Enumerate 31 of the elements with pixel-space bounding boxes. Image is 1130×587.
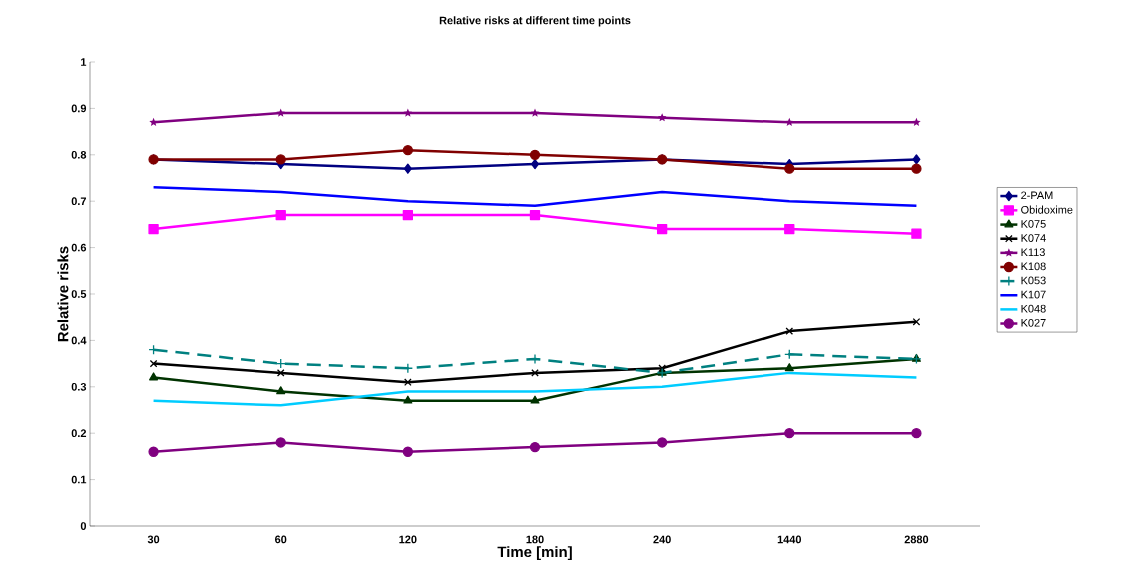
legend-label: K075 [1021, 220, 1046, 228]
legend-label: 2-PAM [1021, 191, 1053, 200]
y-tick-label: 0.7 [71, 197, 86, 206]
legend-label: K048 [1021, 304, 1046, 313]
y-tick-label: 0.9 [71, 104, 87, 113]
legend-label: Obidoxime [1021, 205, 1073, 214]
x-tick-label: 180 [526, 535, 544, 544]
legend-label: K108 [1021, 262, 1046, 271]
legend-label: K107 [1021, 290, 1046, 299]
y-tick-label: 0.3 [71, 382, 87, 391]
y-tick-label: 0 [80, 522, 87, 530]
legend-label: K074 [1021, 234, 1046, 242]
y-tick-label: 0.8 [71, 150, 87, 159]
y-tick-label: 1 [81, 58, 87, 66]
y-tick-label: 0.6 [71, 243, 87, 252]
x-tick-label: 60 [275, 535, 287, 544]
chart-title: Relative risks at different time points [439, 16, 631, 27]
y-tick-label: 0.1 [71, 475, 87, 484]
legend-label: K113 [1021, 248, 1045, 257]
y-tick-label: 0.4 [71, 336, 87, 345]
legend-label: K053 [1021, 276, 1046, 285]
y-tick-label: 0.2 [71, 429, 87, 438]
x-tick-label: 2880 [904, 535, 929, 544]
x-tick-label: 240 [653, 535, 671, 544]
x-tick-label: 1440 [777, 535, 802, 544]
y-axis-title: Relative risks [57, 246, 69, 342]
legend-label: K027 [1021, 318, 1046, 327]
x-tick-label: 30 [147, 535, 160, 544]
x-tick-label: 120 [399, 535, 417, 544]
x-axis-title: Time [min] [497, 546, 572, 561]
y-tick-label: 0.5 [71, 290, 87, 298]
